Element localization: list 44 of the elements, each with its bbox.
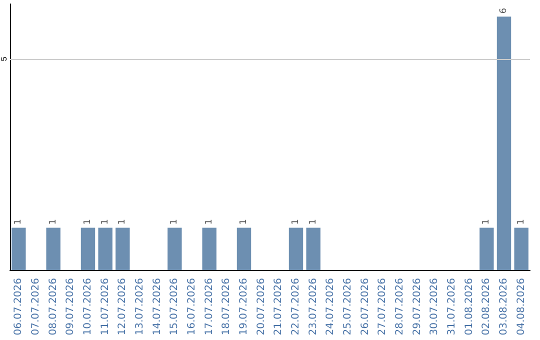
x-tick-label: 02.08.2026 [481, 278, 492, 336]
x-tick-label: 15.07.2026 [169, 278, 180, 336]
x-tick-label: 09.07.2026 [65, 278, 76, 336]
data-label: 1 [14, 219, 24, 225]
x-tick-label: 25.07.2026 [342, 278, 354, 336]
data-label: 1 [48, 219, 58, 225]
x-tick-label: 04.08.2026 [516, 278, 527, 336]
x-tick-label: 24.07.2026 [325, 278, 336, 336]
data-label: 1 [170, 219, 180, 225]
x-tick-label: 17.07.2026 [204, 278, 215, 336]
data-label: 1 [308, 219, 318, 225]
x-tick-label: 06.07.2026 [13, 278, 24, 336]
data-label: 1 [83, 219, 93, 225]
data-label: 1 [516, 219, 526, 225]
data-label: 1 [100, 219, 110, 225]
x-tick-label: 29.07.2026 [412, 278, 423, 336]
x-tick-label: 11.07.2026 [100, 278, 111, 336]
y-tick-label: 5 [0, 56, 8, 62]
x-tick-label: 18.07.2026 [221, 278, 232, 336]
x-tick-label: 12.07.2026 [117, 278, 128, 336]
x-tick-label: 26.07.2026 [360, 278, 371, 336]
data-label: 1 [291, 219, 301, 225]
data-label: 1 [482, 219, 492, 225]
x-tick-label: 19.07.2026 [238, 278, 250, 336]
data-label: 1 [239, 219, 249, 225]
x-tick-label: 08.07.2026 [48, 278, 59, 336]
x-tick-label: 20.07.2026 [256, 278, 267, 336]
x-tick-label: 27.07.2026 [377, 278, 388, 336]
x-tick-label: 30.07.2026 [429, 278, 440, 336]
data-label: 6 [499, 8, 509, 14]
x-tick-label: 01.08.2026 [464, 278, 475, 336]
x-tick-label: 10.07.2026 [82, 278, 94, 336]
x-tick-label: 03.08.2026 [498, 278, 510, 336]
x-tick-label: 28.07.2026 [394, 278, 406, 336]
data-label: 1 [118, 219, 128, 225]
x-tick-label: 07.07.2026 [30, 278, 42, 336]
data-label: 1 [204, 219, 214, 225]
x-tick-label: 22.07.2026 [290, 278, 302, 336]
x-tick-label: 13.07.2026 [134, 278, 146, 336]
x-tick-label: 14.07.2026 [152, 278, 163, 336]
x-tick-label: 23.07.2026 [308, 278, 319, 336]
x-tick-label: 31.07.2026 [446, 278, 458, 336]
x-tick-label: 16.07.2026 [186, 278, 198, 336]
x-tick-label: 21.07.2026 [273, 278, 284, 336]
